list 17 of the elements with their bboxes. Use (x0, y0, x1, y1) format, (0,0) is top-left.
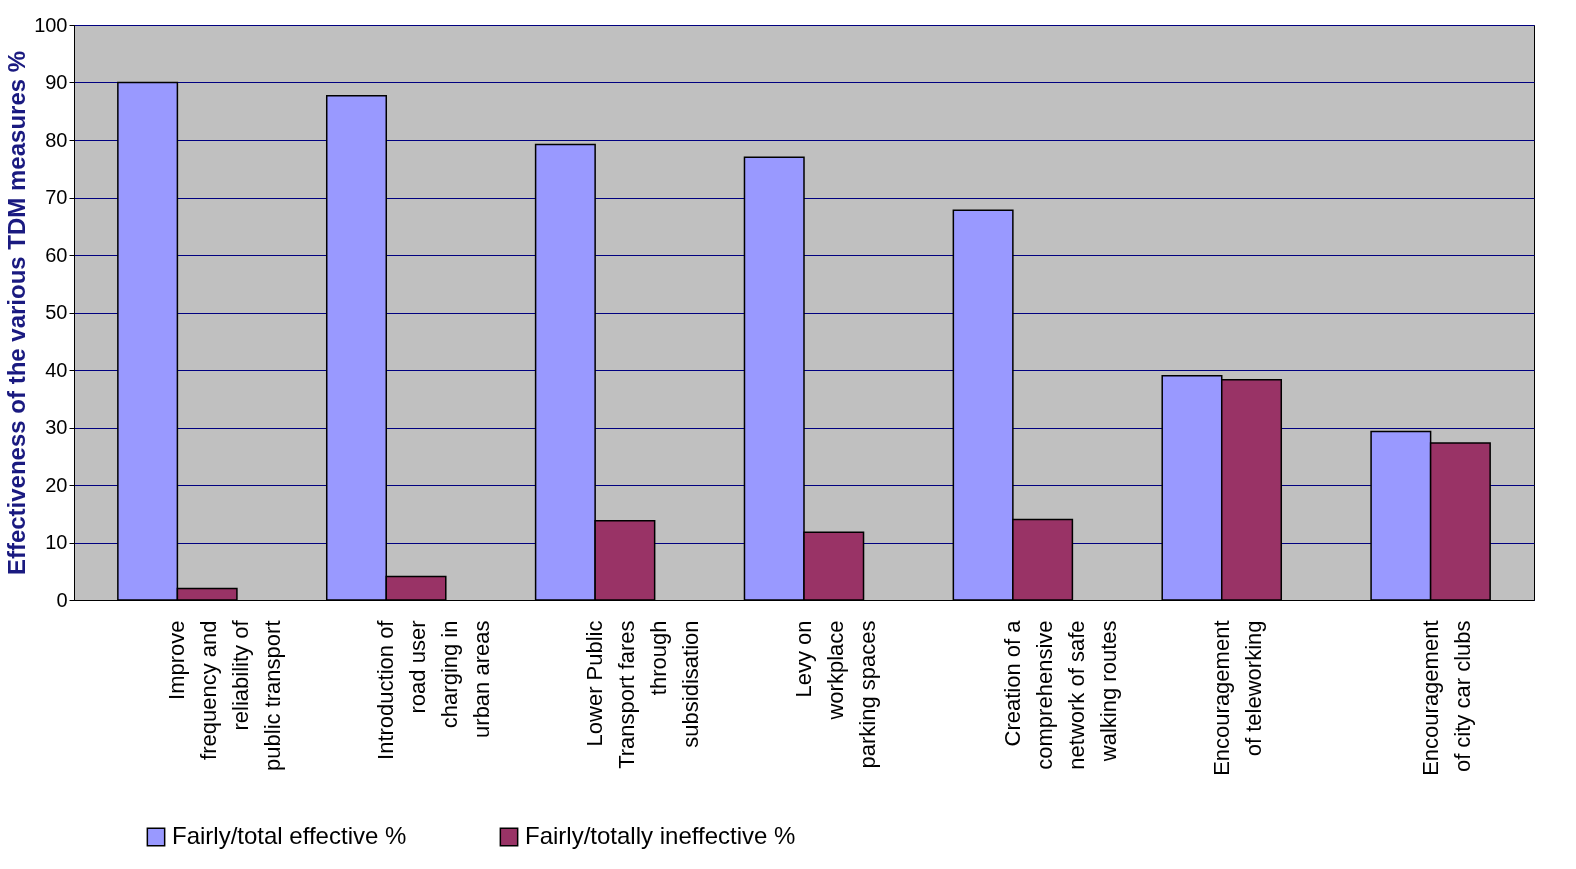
x-tick-label: Encouragement of city car clubs (1417, 620, 1475, 776)
x-tick-label: Improve frequency and reliability of public transport (164, 619, 286, 771)
y-tick-label: 0 (56, 588, 68, 611)
y-tick-label: 10 (45, 531, 68, 553)
x-tick-label: Creation of a comprehensive network of safe walking routes (999, 619, 1121, 770)
y-tick-label: 40 (45, 358, 68, 381)
y-tick-label: 20 (45, 473, 68, 496)
y-tick-label: 50 (45, 301, 68, 323)
y-tick-label: 80 (45, 128, 68, 151)
y-tick-label: 60 (45, 243, 68, 266)
y-tick-label: 70 (45, 186, 68, 208)
y-tick-label: 100 (34, 13, 68, 36)
y-axis-title: Effectiveness of the various TDM measures % (3, 50, 31, 576)
legend-label: Fairly/total effective % (172, 822, 407, 849)
legend-label: Fairly/totally ineffective % (525, 822, 796, 849)
y-tick-label: 30 (45, 416, 68, 438)
y-tick-label: 90 (45, 71, 68, 93)
